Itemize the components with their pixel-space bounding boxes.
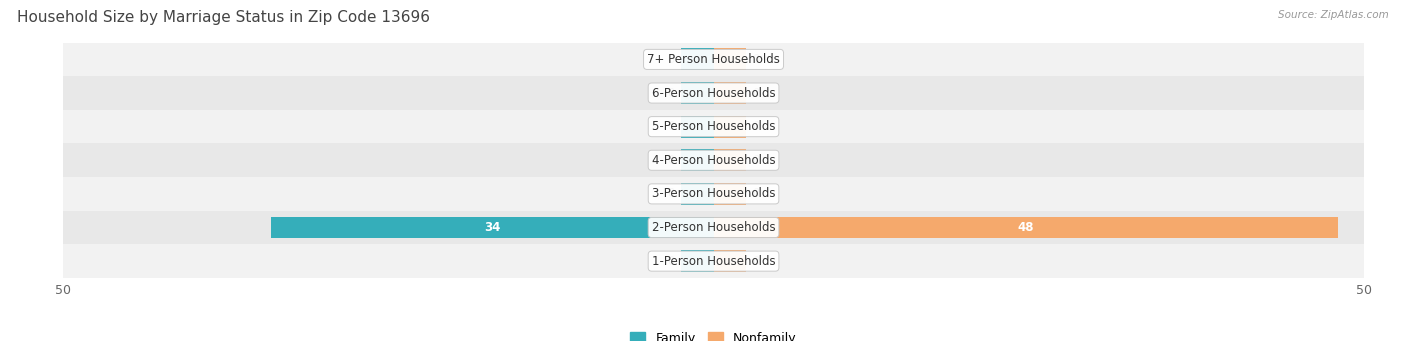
Bar (713, 183, 747, 205)
Bar (681, 183, 713, 205)
Text: 0: 0 (752, 188, 759, 201)
Bar (63, 76, 1364, 110)
Text: 3-Person Households: 3-Person Households (652, 188, 775, 201)
Text: 5-Person Households: 5-Person Households (652, 120, 775, 133)
Bar (271, 217, 713, 238)
Text: 0: 0 (668, 87, 675, 100)
Text: 7+ Person Households: 7+ Person Households (647, 53, 780, 66)
Text: 4-Person Households: 4-Person Households (652, 154, 775, 167)
Text: 1-Person Households: 1-Person Households (652, 255, 775, 268)
Bar (713, 149, 747, 171)
Bar (63, 211, 1364, 244)
Bar (63, 144, 1364, 177)
Legend: Family, Nonfamily: Family, Nonfamily (626, 327, 801, 341)
Bar (713, 82, 747, 104)
Bar (713, 48, 747, 70)
Text: Source: ZipAtlas.com: Source: ZipAtlas.com (1278, 10, 1389, 20)
Bar (713, 217, 1339, 238)
Bar (63, 177, 1364, 211)
Text: 0: 0 (752, 87, 759, 100)
Text: 0: 0 (752, 120, 759, 133)
Text: 6-Person Households: 6-Person Households (652, 87, 775, 100)
Bar (713, 116, 747, 137)
Text: 0: 0 (668, 255, 675, 268)
Text: 0: 0 (752, 53, 759, 66)
Text: 2-Person Households: 2-Person Households (652, 221, 775, 234)
Text: 0: 0 (752, 154, 759, 167)
Text: 0: 0 (668, 53, 675, 66)
Bar (713, 250, 747, 272)
Bar (63, 43, 1364, 76)
Bar (63, 110, 1364, 144)
Text: 0: 0 (668, 120, 675, 133)
Text: 0: 0 (668, 188, 675, 201)
Text: 0: 0 (752, 255, 759, 268)
Text: Household Size by Marriage Status in Zip Code 13696: Household Size by Marriage Status in Zip… (17, 10, 430, 25)
Text: 0: 0 (668, 154, 675, 167)
Bar (681, 82, 713, 104)
Bar (681, 116, 713, 137)
Text: 48: 48 (1018, 221, 1033, 234)
Bar (63, 244, 1364, 278)
Bar (681, 149, 713, 171)
Text: 34: 34 (484, 221, 501, 234)
Bar (681, 250, 713, 272)
Bar (681, 48, 713, 70)
